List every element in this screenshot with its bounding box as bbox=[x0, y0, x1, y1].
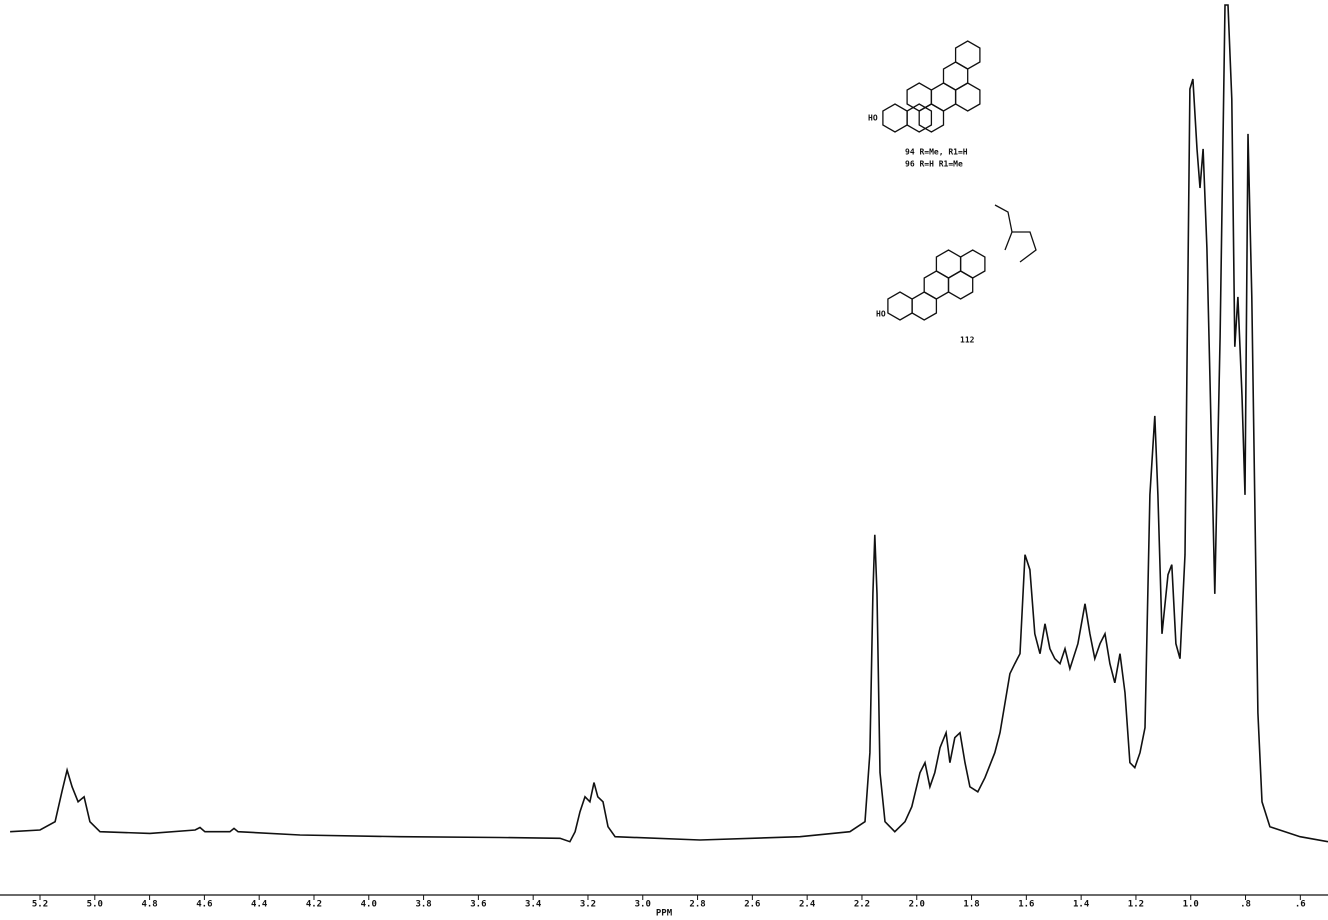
x-tick-label: 4.6 bbox=[196, 900, 212, 910]
spectrum-line bbox=[10, 4, 1328, 843]
x-tick-label: 1.0 bbox=[1183, 900, 1199, 910]
x-tick-label: 1.8 bbox=[963, 900, 979, 910]
x-tick-label: 2.4 bbox=[799, 900, 816, 910]
ring bbox=[887, 291, 913, 321]
x-tick-label: 2.8 bbox=[689, 900, 705, 910]
x-tick-label: 3.6 bbox=[470, 900, 486, 910]
x-tick-label: 4.0 bbox=[361, 900, 377, 910]
x-tick-label: 4.2 bbox=[306, 900, 322, 910]
x-tick-label: 2.6 bbox=[744, 900, 760, 910]
structure-label: HO bbox=[868, 114, 878, 123]
ring bbox=[954, 82, 981, 112]
x-tick-label: 3.4 bbox=[525, 900, 542, 910]
x-axis-label: PPM bbox=[656, 909, 673, 919]
x-tick-label: 1.2 bbox=[1128, 900, 1144, 910]
x-tick-label: 4.4 bbox=[251, 900, 268, 910]
x-tick-label: 1.4 bbox=[1073, 900, 1090, 910]
ring bbox=[882, 103, 908, 133]
structure-label: HO bbox=[876, 310, 886, 319]
ring bbox=[959, 249, 986, 279]
structure-label: 112 bbox=[960, 336, 975, 345]
x-tick-label: 5.2 bbox=[32, 900, 48, 910]
x-tick-label: .6 bbox=[1295, 900, 1306, 910]
ring bbox=[906, 103, 933, 133]
x-tick-label: .8 bbox=[1240, 900, 1251, 910]
structure-label: 96 R=H R1=Me bbox=[905, 160, 963, 169]
structure-label: 94 R=Me, R1=H bbox=[905, 148, 968, 157]
bond bbox=[994, 204, 1013, 233]
x-tick-label: 3.2 bbox=[580, 900, 596, 910]
x-tick-label: 2.2 bbox=[854, 900, 870, 910]
x-tick-label: 5.0 bbox=[87, 900, 103, 910]
x-tick-label: 2.0 bbox=[909, 900, 925, 910]
structures bbox=[882, 40, 1037, 321]
ring bbox=[954, 40, 981, 70]
bond bbox=[1004, 231, 1037, 263]
x-tick-label: 1.6 bbox=[1018, 900, 1034, 910]
x-tick-label: 3.8 bbox=[415, 900, 431, 910]
x-tick-label: 3.0 bbox=[635, 900, 651, 910]
x-tick-label: 4.8 bbox=[141, 900, 157, 910]
